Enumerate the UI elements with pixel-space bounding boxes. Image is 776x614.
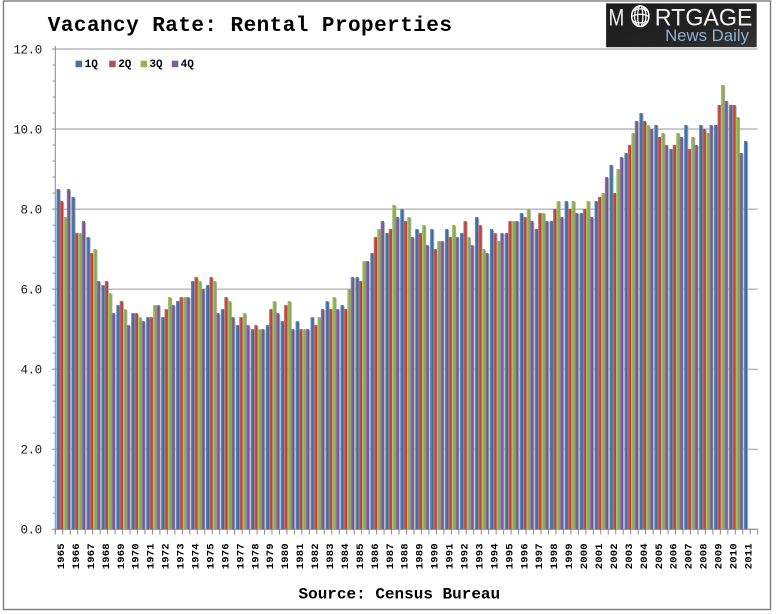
svg-text:1997: 1997	[534, 543, 546, 569]
svg-text:2006: 2006	[669, 543, 681, 569]
svg-text:2005: 2005	[654, 543, 666, 569]
svg-text:1973: 1973	[176, 543, 188, 569]
svg-text:1986: 1986	[370, 543, 382, 569]
svg-text:1999: 1999	[564, 543, 576, 569]
svg-text:1967: 1967	[86, 543, 98, 569]
svg-text:1992: 1992	[459, 543, 471, 569]
svg-text:8.0: 8.0	[20, 203, 41, 217]
svg-text:2000: 2000	[579, 543, 591, 569]
svg-text:1974: 1974	[190, 543, 202, 569]
svg-text:2004: 2004	[639, 543, 651, 569]
svg-text:1984: 1984	[340, 543, 352, 569]
svg-text:News Daily: News Daily	[665, 26, 750, 45]
svg-text:2007: 2007	[684, 543, 696, 569]
svg-text:6.0: 6.0	[20, 283, 41, 297]
svg-text:2.0: 2.0	[20, 444, 41, 458]
svg-text:M: M	[609, 5, 625, 32]
svg-text:1990: 1990	[430, 543, 442, 569]
svg-text:2003: 2003	[624, 543, 636, 569]
svg-text:2001: 2001	[594, 543, 606, 569]
svg-text:1976: 1976	[220, 543, 232, 569]
svg-text:1989: 1989	[415, 543, 427, 569]
svg-text:1981: 1981	[295, 543, 307, 569]
svg-text:1978: 1978	[250, 543, 262, 569]
svg-text:1988: 1988	[400, 543, 412, 569]
svg-text:1998: 1998	[549, 543, 561, 569]
svg-text:1968: 1968	[101, 543, 113, 569]
svg-text:1971: 1971	[146, 543, 158, 569]
svg-text:1982: 1982	[310, 543, 322, 569]
svg-text:1980: 1980	[280, 543, 292, 569]
svg-text:1972: 1972	[161, 543, 173, 569]
svg-text:2Q: 2Q	[118, 59, 132, 71]
svg-text:Vacancy Rate: Rental Propertie: Vacancy Rate: Rental Properties	[48, 15, 453, 38]
svg-text:1966: 1966	[71, 543, 83, 569]
svg-text:1969: 1969	[116, 543, 128, 569]
svg-text:1995: 1995	[504, 543, 516, 569]
svg-text:1Q: 1Q	[85, 59, 99, 71]
svg-text:Source: Census Bureau: Source: Census Bureau	[299, 585, 501, 603]
svg-text:2008: 2008	[699, 543, 711, 569]
svg-text:2010: 2010	[728, 543, 740, 569]
svg-text:1983: 1983	[325, 543, 337, 569]
svg-text:1965: 1965	[56, 543, 68, 569]
svg-text:4.0: 4.0	[20, 364, 41, 378]
svg-text:RTGAGE: RTGAGE	[655, 5, 753, 32]
svg-text:1987: 1987	[385, 543, 397, 569]
svg-text:1970: 1970	[131, 543, 143, 569]
svg-text:0.0: 0.0	[20, 524, 41, 538]
svg-text:1991: 1991	[445, 543, 457, 569]
svg-text:10.0: 10.0	[13, 123, 41, 137]
svg-text:4Q: 4Q	[181, 59, 195, 71]
svg-text:1975: 1975	[205, 543, 217, 569]
svg-text:3Q: 3Q	[149, 59, 163, 71]
svg-text:2002: 2002	[609, 543, 621, 569]
svg-text:2009: 2009	[714, 543, 726, 569]
svg-text:1994: 1994	[489, 543, 501, 569]
svg-text:1985: 1985	[355, 543, 367, 569]
svg-text:2011: 2011	[743, 543, 755, 569]
svg-text:1996: 1996	[519, 543, 531, 569]
svg-text:12.0: 12.0	[13, 43, 41, 57]
svg-text:1977: 1977	[235, 543, 247, 569]
svg-text:1993: 1993	[474, 543, 486, 569]
svg-text:1979: 1979	[265, 543, 277, 569]
